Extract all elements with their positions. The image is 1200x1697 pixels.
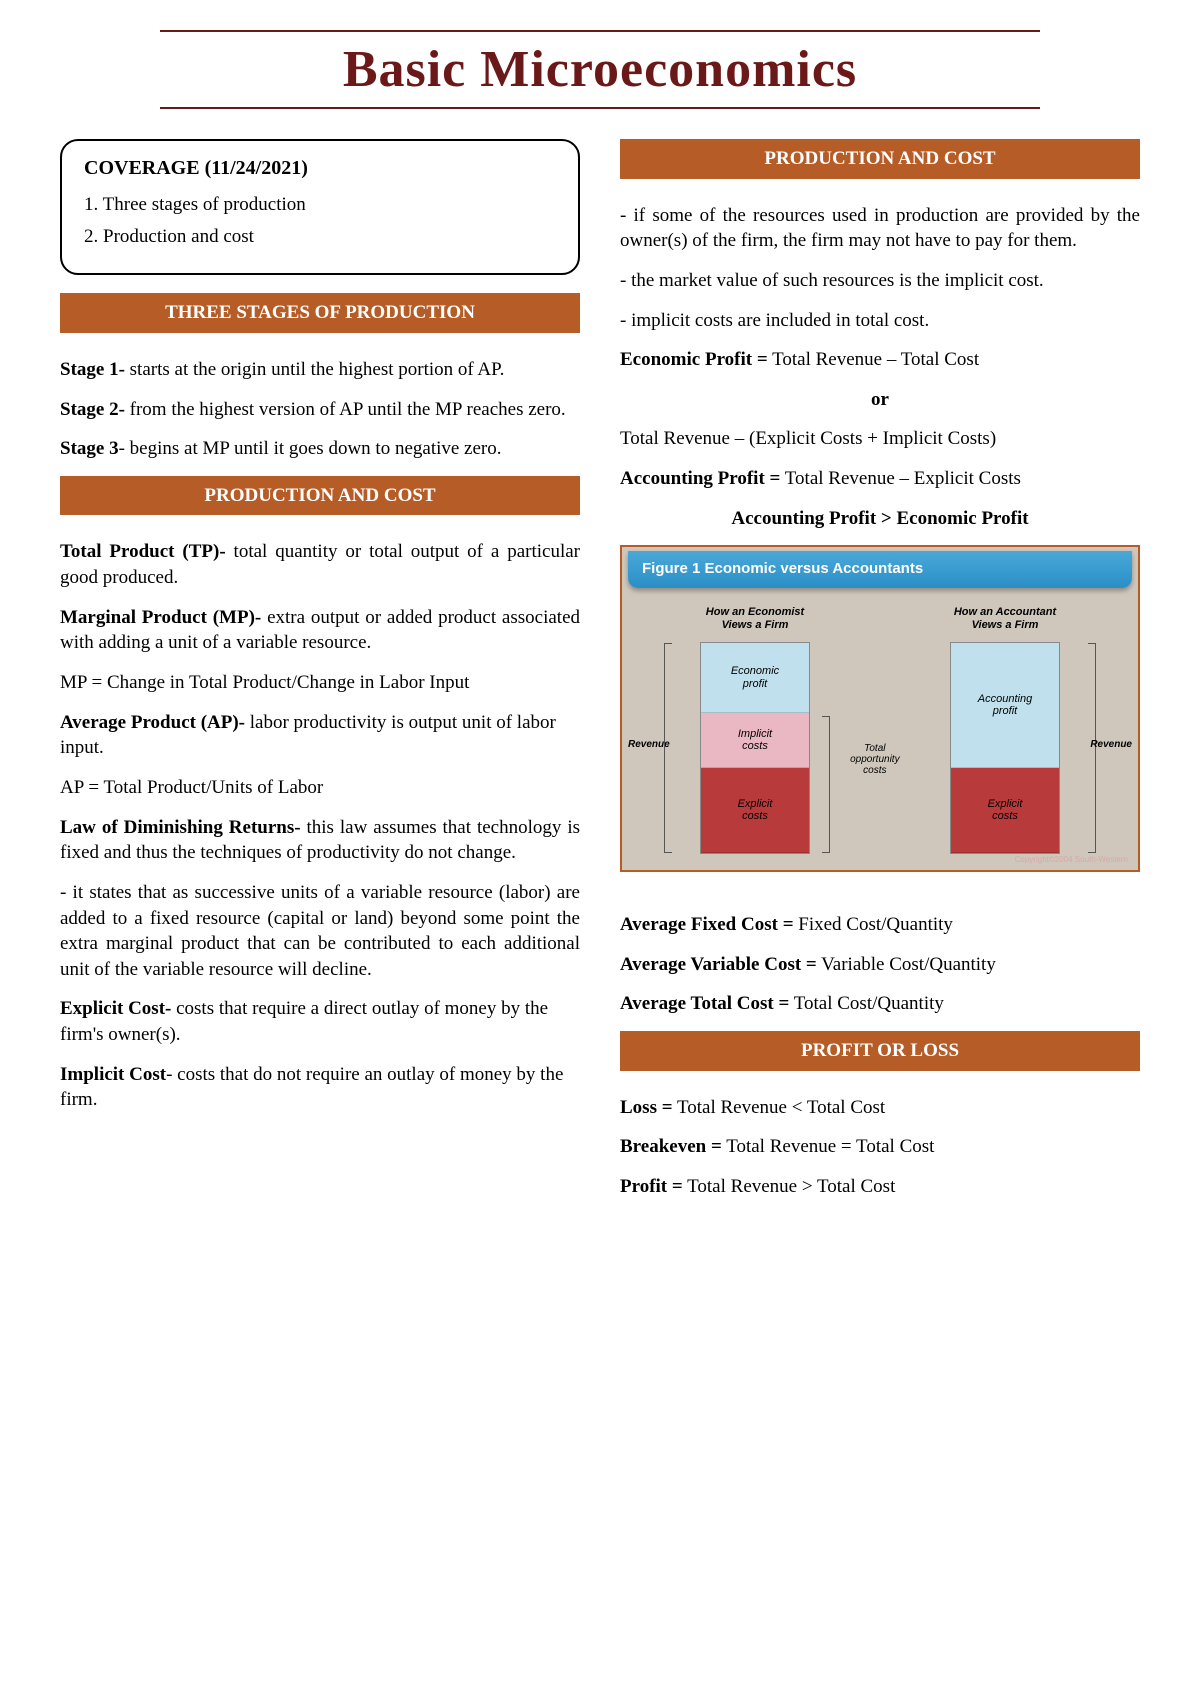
formula-text: Variable Cost/Quantity — [817, 954, 996, 975]
term-label: Explicit Cost- — [60, 998, 171, 1019]
section-header-prod-cost-right: PRODUCTION AND COST — [620, 139, 1140, 179]
term-label: Total Product (TP)- — [60, 541, 226, 562]
figure-title: Figure 1 Economic versus Accountants — [628, 551, 1132, 587]
stage-3: Stage 3- begins at MP until it goes down… — [60, 436, 580, 462]
accountant-view: How an AccountantViews a Firm Accounting… — [950, 606, 1060, 854]
formula-text: Total Revenue = Total Cost — [722, 1136, 935, 1157]
formula-text: Total Cost/Quantity — [789, 993, 944, 1014]
stage-label: Stage 1- — [60, 359, 125, 380]
avc-formula: Average Variable Cost = Variable Cost/Qu… — [620, 952, 1140, 978]
implicit-note-1: - if some of the resources used in produ… — [620, 203, 1140, 254]
segment-explicit-costs: Explicitcosts — [951, 768, 1059, 853]
stage-text: - begins at MP until it goes down to neg… — [119, 438, 502, 459]
formula-text: Total Revenue > Total Cost — [683, 1176, 896, 1197]
formula-ap: AP = Total Product/Units of Labor — [60, 775, 580, 801]
formula-label: Average Total Cost = — [620, 993, 789, 1014]
formula-label: Loss = — [620, 1097, 673, 1118]
def-mp: Marginal Product (MP)- extra output or a… — [60, 605, 580, 656]
revenue-label-right: Revenue — [1090, 738, 1132, 752]
formula-text: Total Revenue – Total Cost — [768, 349, 979, 370]
accounting-profit-formula: Accounting Profit = Total Revenue – Expl… — [620, 466, 1140, 492]
atc-formula: Average Total Cost = Total Cost/Quantity — [620, 991, 1140, 1017]
section-header-profit-loss: PROFIT OR LOSS — [620, 1031, 1140, 1071]
implicit-note-2: - the market value of such resources is … — [620, 268, 1140, 294]
implicit-note-3: - implicit costs are included in total c… — [620, 308, 1140, 334]
section-header-prod-cost-left: PRODUCTION AND COST — [60, 476, 580, 516]
economist-view: How an EconomistViews a Firm Economicpro… — [700, 606, 810, 854]
economic-profit-formula: Economic Profit = Total Revenue – Total … — [620, 347, 1140, 373]
def-ap: Average Product (AP)- labor productivity… — [60, 710, 580, 761]
stage-label: Stage 2- — [60, 399, 125, 420]
right-column: PRODUCTION AND COST - if some of the res… — [620, 139, 1140, 1214]
def-ldr: Law of Diminishing Returns- this law ass… — [60, 815, 580, 866]
term-label: Average Product (AP)- — [60, 712, 245, 733]
segment-implicit-costs: Implicitcosts — [701, 713, 809, 768]
term-label: Implicit Cost — [60, 1064, 166, 1085]
profit-comparison: Accounting Profit > Economic Profit — [620, 506, 1140, 532]
formula-label: Economic Profit = — [620, 349, 768, 370]
accountant-bar: Accountingprofit Explicitcosts — [950, 642, 1060, 854]
formula-label: Accounting Profit = — [620, 468, 780, 489]
stage-2: Stage 2- from the highest version of AP … — [60, 397, 580, 423]
formula-label: Average Variable Cost = — [620, 954, 817, 975]
two-column-layout: COVERAGE (11/24/2021) 1. Three stages of… — [60, 139, 1140, 1214]
stage-text: starts at the origin until the highest p… — [125, 359, 504, 380]
formula-label: Average Fixed Cost = — [620, 914, 794, 935]
term-label: Marginal Product (MP)- — [60, 607, 261, 628]
coverage-item: 2. Production and cost — [84, 224, 556, 250]
formula-text: Total Revenue – Explicit Costs — [780, 468, 1021, 489]
bracket-icon — [822, 716, 830, 853]
or-connector: or — [620, 387, 1140, 413]
formula-label: Profit = — [620, 1176, 683, 1197]
figure-copyright: Copyright©2004 South-Western — [1015, 855, 1128, 866]
ldr-detail: - it states that as successive units of … — [60, 880, 580, 983]
section-header-three-stages: THREE STAGES OF PRODUCTION — [60, 293, 580, 333]
rule-bottom — [160, 107, 1040, 109]
afc-formula: Average Fixed Cost = Fixed Cost/Quantity — [620, 912, 1140, 938]
breakeven-formula: Breakeven = Total Revenue = Total Cost — [620, 1134, 1140, 1160]
formula-text: Fixed Cost/Quantity — [794, 914, 953, 935]
segment-accounting-profit: Accountingprofit — [951, 643, 1059, 768]
figure-economic-vs-accountants: Figure 1 Economic versus Accountants Rev… — [620, 545, 1140, 872]
stage-text: from the highest version of AP until the… — [125, 399, 566, 420]
loss-formula: Loss = Total Revenue < Total Cost — [620, 1095, 1140, 1121]
opportunity-costs-label: Totalopportunitycosts — [850, 743, 899, 776]
view-title: How an EconomistViews a Firm — [700, 606, 810, 632]
formula-mp: MP = Change in Total Product/Change in L… — [60, 670, 580, 696]
formula-label: Breakeven = — [620, 1136, 722, 1157]
economic-profit-alt: Total Revenue – (Explicit Costs + Implic… — [620, 426, 1140, 452]
profit-formula: Profit = Total Revenue > Total Cost — [620, 1174, 1140, 1200]
view-title: How an AccountantViews a Firm — [950, 606, 1060, 632]
bracket-icon — [664, 643, 672, 853]
coverage-heading: COVERAGE (11/24/2021) — [84, 155, 556, 182]
term-label: Law of Diminishing Returns- — [60, 817, 301, 838]
stage-1: Stage 1- starts at the origin until the … — [60, 357, 580, 383]
coverage-item: 1. Three stages of production — [84, 192, 556, 218]
def-explicit: Explicit Cost- costs that require a dire… — [60, 996, 580, 1047]
page-title: Basic Microeconomics — [60, 32, 1140, 107]
figure-body: Revenue How an EconomistViews a Firm Eco… — [622, 588, 1138, 864]
formula-text: Total Revenue < Total Cost — [673, 1097, 886, 1118]
def-implicit: Implicit Cost- costs that do not require… — [60, 1062, 580, 1113]
segment-explicit-costs: Explicitcosts — [701, 768, 809, 853]
coverage-box: COVERAGE (11/24/2021) 1. Three stages of… — [60, 139, 580, 275]
stage-label: Stage 3 — [60, 438, 119, 459]
economist-bar: Economicprofit Implicitcosts Explicitcos… — [700, 642, 810, 854]
def-tp: Total Product (TP)- total quantity or to… — [60, 539, 580, 590]
left-column: COVERAGE (11/24/2021) 1. Three stages of… — [60, 139, 580, 1214]
segment-economic-profit: Economicprofit — [701, 643, 809, 713]
